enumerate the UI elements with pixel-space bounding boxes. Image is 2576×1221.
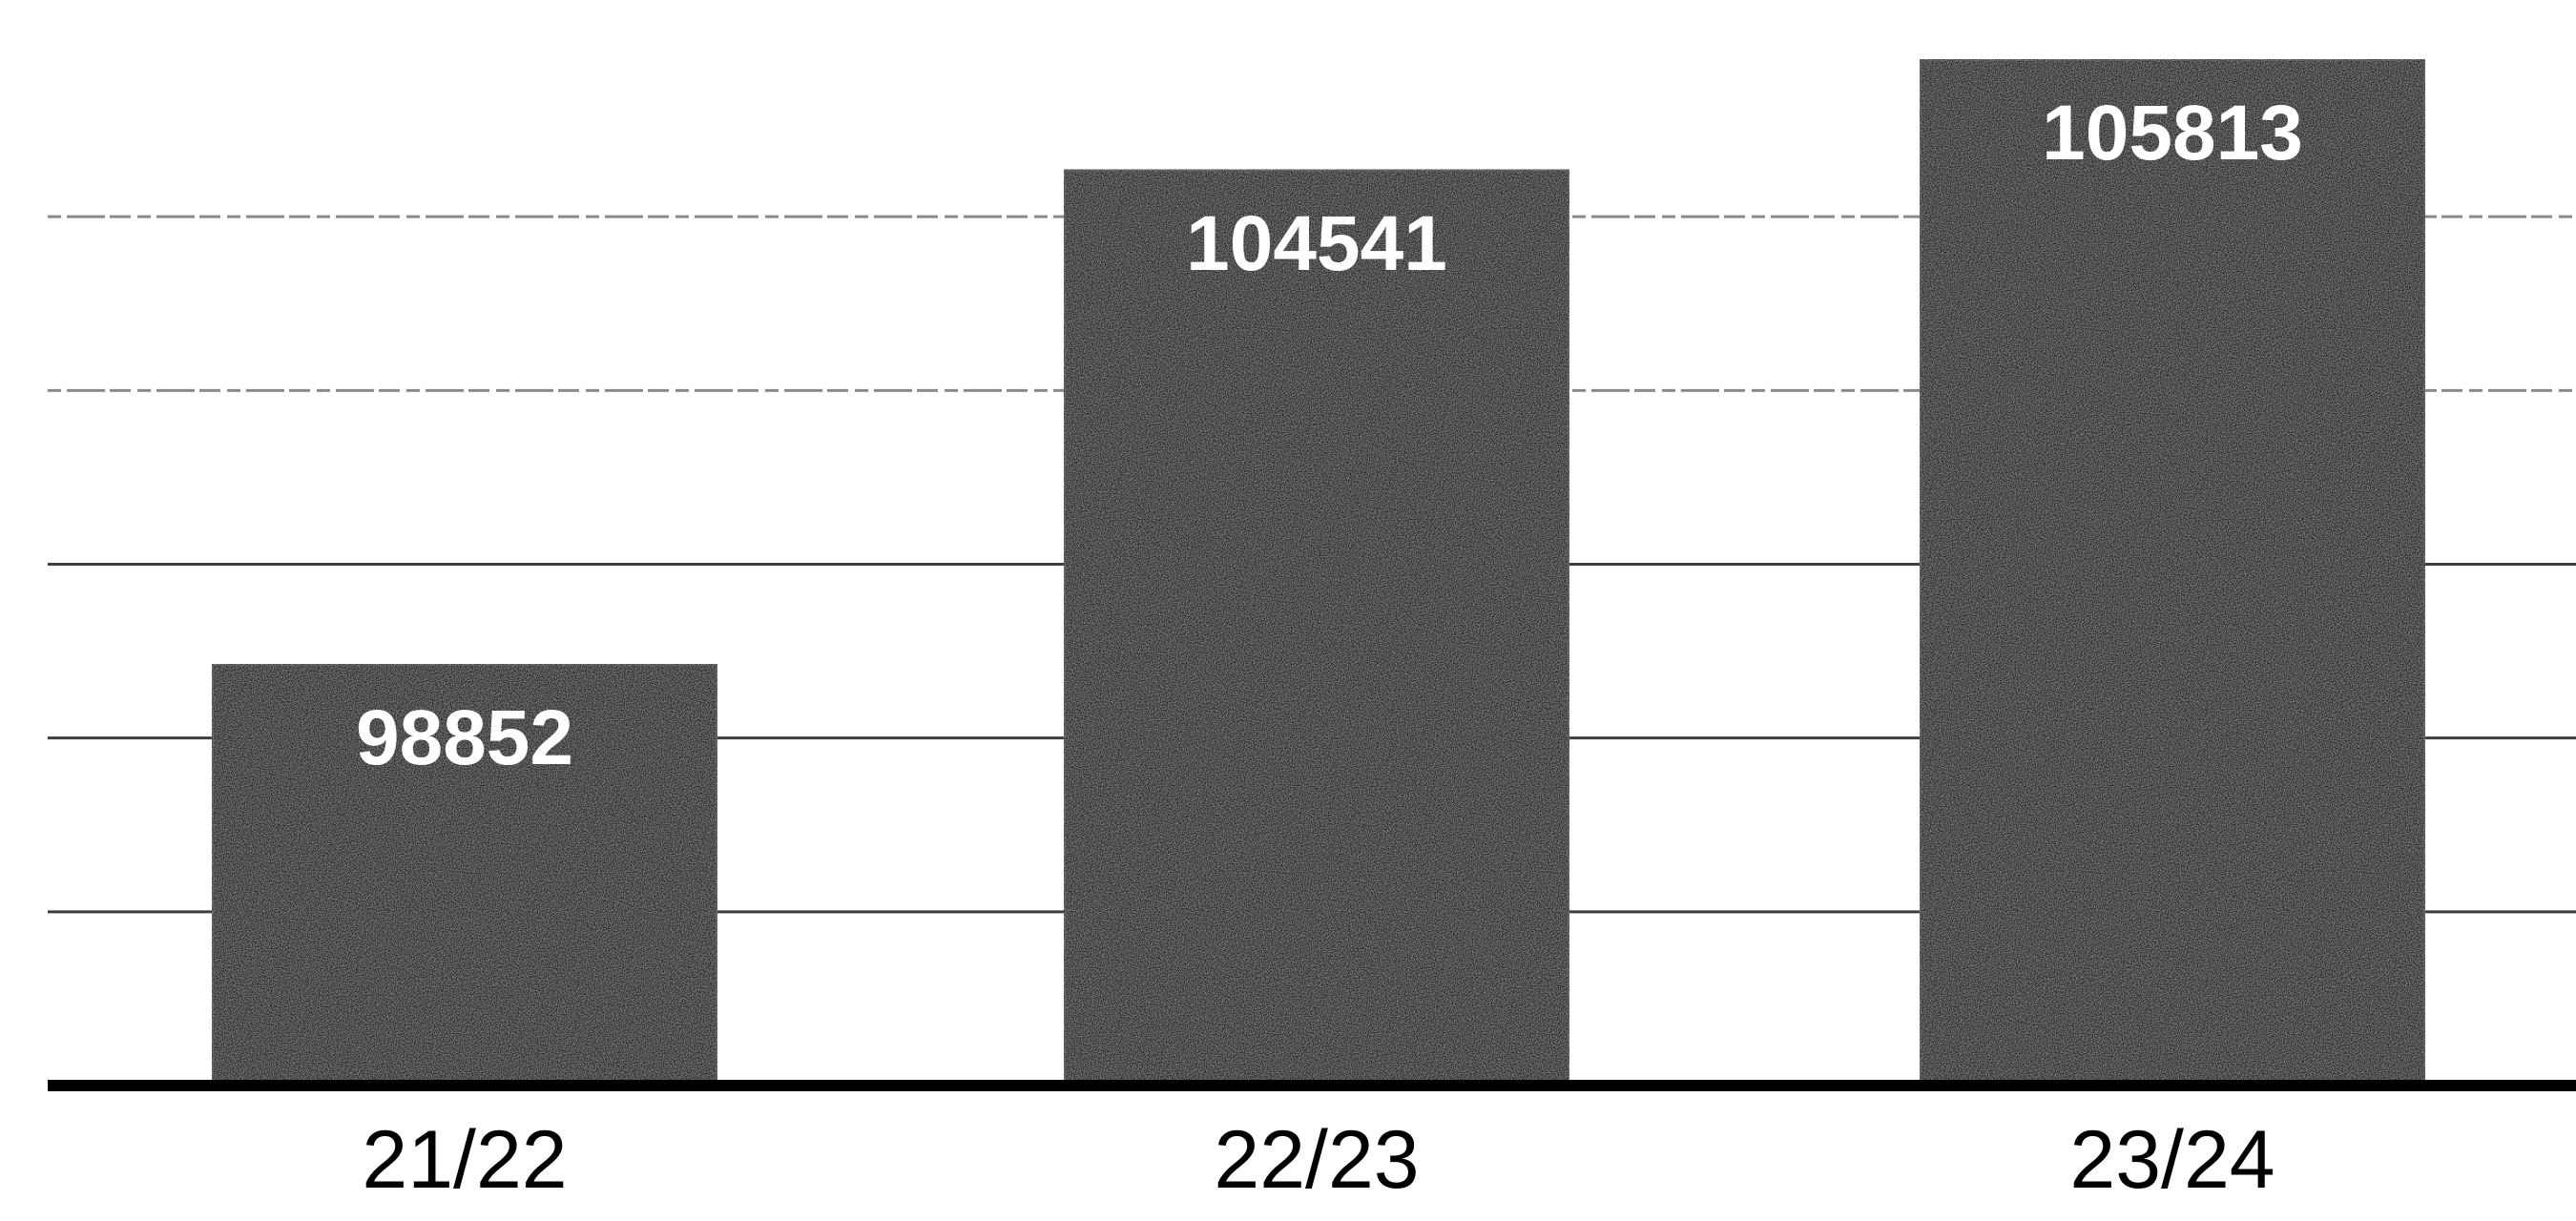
data-label: 98852: [356, 694, 573, 781]
data-labels: 98852 104541 105813: [356, 90, 2303, 781]
data-label: 105813: [2042, 90, 2303, 176]
bar-21-22: [210, 662, 719, 1087]
x-tick-label: 21/22: [362, 1114, 567, 1206]
x-tick-label: 22/23: [1214, 1114, 1419, 1206]
bar-22-23: [1062, 167, 1571, 1088]
x-axis-tick-labels: 21/22 22/23 23/24: [362, 1114, 2275, 1206]
bar-23-24: [1918, 57, 2427, 1087]
x-tick-label: 23/24: [2069, 1114, 2275, 1206]
data-label: 104541: [1186, 200, 1447, 287]
bars: [210, 57, 2427, 1088]
